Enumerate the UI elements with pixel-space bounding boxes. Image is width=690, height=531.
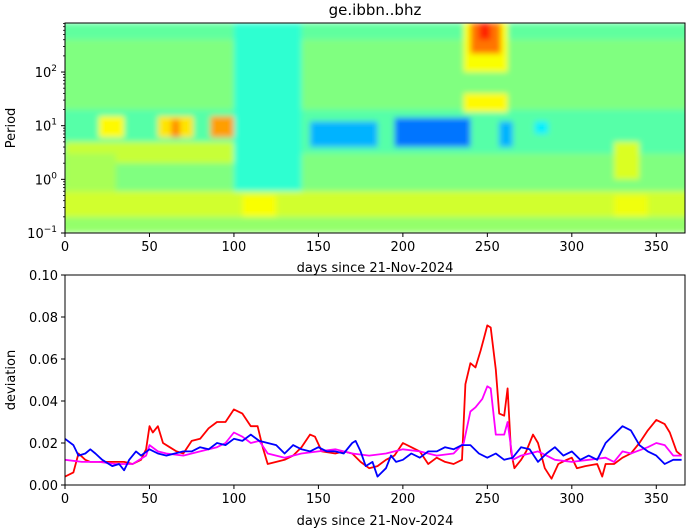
heatmap-cell — [65, 153, 116, 192]
heatmap-cell — [463, 93, 508, 112]
series-line-1 — [65, 385, 682, 465]
heatmap-cell — [394, 117, 471, 148]
y-tick-label: 0.02 — [29, 437, 58, 452]
heatmap-cell — [614, 195, 648, 217]
series-line-0 — [65, 324, 683, 480]
y-tick-label: 102 — [35, 64, 57, 81]
x-tick-label: 350 — [644, 240, 669, 255]
bottom-x-axis-label: days since 21-Nov-2024 — [297, 514, 454, 529]
y-tick-label: 0.08 — [29, 311, 58, 326]
x-tick-label: 0 — [61, 240, 69, 255]
top-x-axis-label: days since 21-Nov-2024 — [297, 261, 454, 276]
heatmap-cell — [210, 116, 238, 138]
heatmap-cell — [478, 23, 491, 40]
top-y-axis-label: Period — [4, 108, 19, 149]
heatmap-cell — [65, 191, 685, 217]
chart-title: ge.ibbn..bhz — [329, 1, 422, 19]
y-tick-label: 101 — [35, 118, 57, 135]
x-tick-label: 0 — [61, 492, 69, 507]
heatmap-cell — [171, 119, 180, 138]
x-tick-label: 50 — [141, 240, 158, 255]
x-tick-label: 300 — [559, 240, 584, 255]
bottom-axes-frame — [64, 274, 686, 486]
x-tick-label: 350 — [644, 492, 669, 507]
heatmap-cell — [98, 116, 125, 138]
x-tick-label: 150 — [306, 492, 331, 507]
x-tick-label: 150 — [306, 240, 331, 255]
line-plot — [65, 324, 683, 480]
x-tick-label: 250 — [475, 240, 500, 255]
x-tick-label: 300 — [559, 492, 584, 507]
y-tick-label: 0.04 — [29, 395, 58, 410]
series-line-2 — [65, 425, 682, 478]
x-tick-label: 250 — [475, 492, 500, 507]
heatmap-cell — [65, 39, 685, 110]
y-tick-label: 0.00 — [29, 479, 58, 494]
x-tick-label: 50 — [141, 492, 158, 507]
y-tick-label: 0.06 — [29, 353, 58, 368]
x-tick-label: 200 — [390, 492, 415, 507]
x-tick-label: 200 — [390, 240, 415, 255]
heatmap-cell — [309, 121, 378, 148]
heatmap-cell — [242, 195, 277, 217]
heatmap-cell — [499, 121, 513, 148]
heatmap-cell — [65, 23, 685, 40]
heatmap — [65, 23, 685, 233]
y-tick-label: 0.10 — [29, 269, 58, 284]
heatmap-cell — [233, 23, 302, 192]
x-tick-label: 100 — [222, 492, 247, 507]
heatmap-cell — [534, 121, 549, 134]
bottom-y-axis-label: deviation — [4, 350, 19, 410]
y-tick-label: 100 — [35, 171, 58, 188]
y-tick-label: 10−1 — [27, 225, 57, 242]
x-tick-label: 100 — [222, 240, 247, 255]
heatmap-cell — [614, 141, 640, 180]
heatmap-cell — [65, 216, 685, 233]
